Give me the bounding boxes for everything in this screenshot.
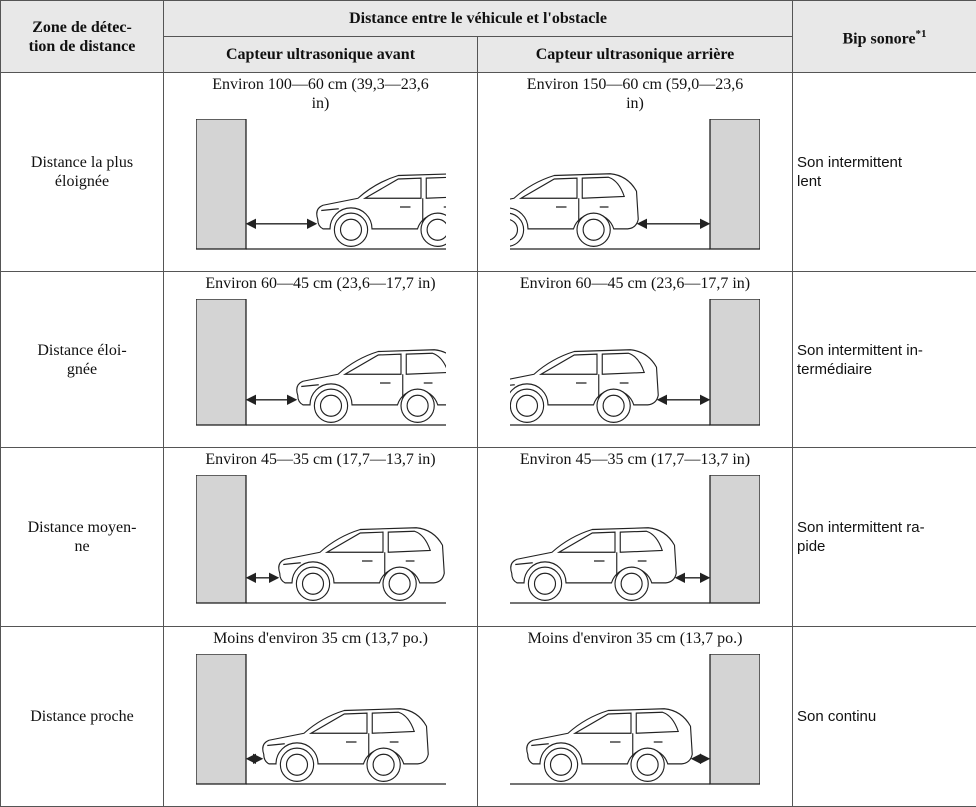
illustration (196, 475, 446, 605)
sound-cell: Son intermittent lent (793, 73, 976, 272)
beep-label: Bip sonore (842, 30, 915, 47)
wall (196, 475, 246, 603)
header-beep: Bip sonore*1 (793, 1, 976, 73)
illustration (510, 119, 760, 251)
rear-distance: Environ 45—35 cm (17,7—13,7 in) (478, 450, 792, 469)
front-cell: Environ 60—45 cm (23,6—17,7 in) (164, 272, 478, 448)
zone-cell: Distance éloi- gnée (1, 272, 164, 448)
front-distance: Environ 45—35 cm (17,7—13,7 in) (164, 450, 477, 469)
wall (196, 654, 246, 784)
car (316, 174, 445, 247)
front-distance: Environ 60—45 cm (23,6—17,7 in) (164, 274, 477, 293)
front-cell: Moins d'environ 35 cm (13,7 po.) (164, 627, 478, 807)
wall (196, 299, 246, 425)
car (296, 350, 445, 423)
front-distance: Environ 100—60 cm (39,3—23,6 in) (164, 75, 477, 113)
car (278, 528, 444, 601)
wall (710, 119, 760, 249)
illustration (510, 475, 760, 605)
illustration (196, 654, 446, 786)
car (511, 528, 677, 601)
header-front: Capteur ultrasonique avant (164, 37, 478, 73)
car (262, 709, 428, 782)
rear-cell: Environ 150—60 cm (59,0—23,6 in) (478, 73, 793, 272)
rear-distance: Moins d'environ 35 cm (13,7 po.) (478, 629, 792, 648)
sound-cell: Son intermittent ra- pide (793, 448, 976, 627)
zone-cell: Distance moyen- ne (1, 448, 164, 627)
header-rear: Capteur ultrasonique arrière (478, 37, 793, 73)
rear-cell: Environ 45—35 cm (17,7—13,7 in) (478, 448, 793, 627)
rear-cell: Environ 60—45 cm (23,6—17,7 in) (478, 272, 793, 448)
wall (196, 119, 246, 249)
car (510, 174, 638, 247)
front-cell: Environ 45—35 cm (17,7—13,7 in) (164, 448, 478, 627)
front-distance: Moins d'environ 35 cm (13,7 po.) (164, 629, 477, 648)
illustration (510, 299, 760, 427)
car (527, 709, 693, 782)
illustration (510, 654, 760, 786)
wall (710, 299, 760, 425)
sound-cell: Son intermittent in- termédiaire (793, 272, 976, 448)
wall (710, 654, 760, 784)
header-distance: Distance entre le véhicule et l'obstacle (164, 1, 793, 37)
illustration (196, 299, 446, 427)
beep-note: *1 (916, 28, 927, 40)
zone-cell: Distance proche (1, 627, 164, 807)
zone-cell: Distance la plus éloignée (1, 73, 164, 272)
rear-distance: Environ 60—45 cm (23,6—17,7 in) (478, 274, 792, 293)
front-cell: Environ 100—60 cm (39,3—23,6 in) (164, 73, 478, 272)
wall (710, 475, 760, 603)
car (510, 350, 658, 423)
header-zone: Zone de détec- tion de distance (1, 1, 164, 73)
rear-distance: Environ 150—60 cm (59,0—23,6 in) (478, 75, 792, 113)
sound-cell: Son continu (793, 627, 976, 807)
rear-cell: Moins d'environ 35 cm (13,7 po.) (478, 627, 793, 807)
illustration (196, 119, 446, 251)
